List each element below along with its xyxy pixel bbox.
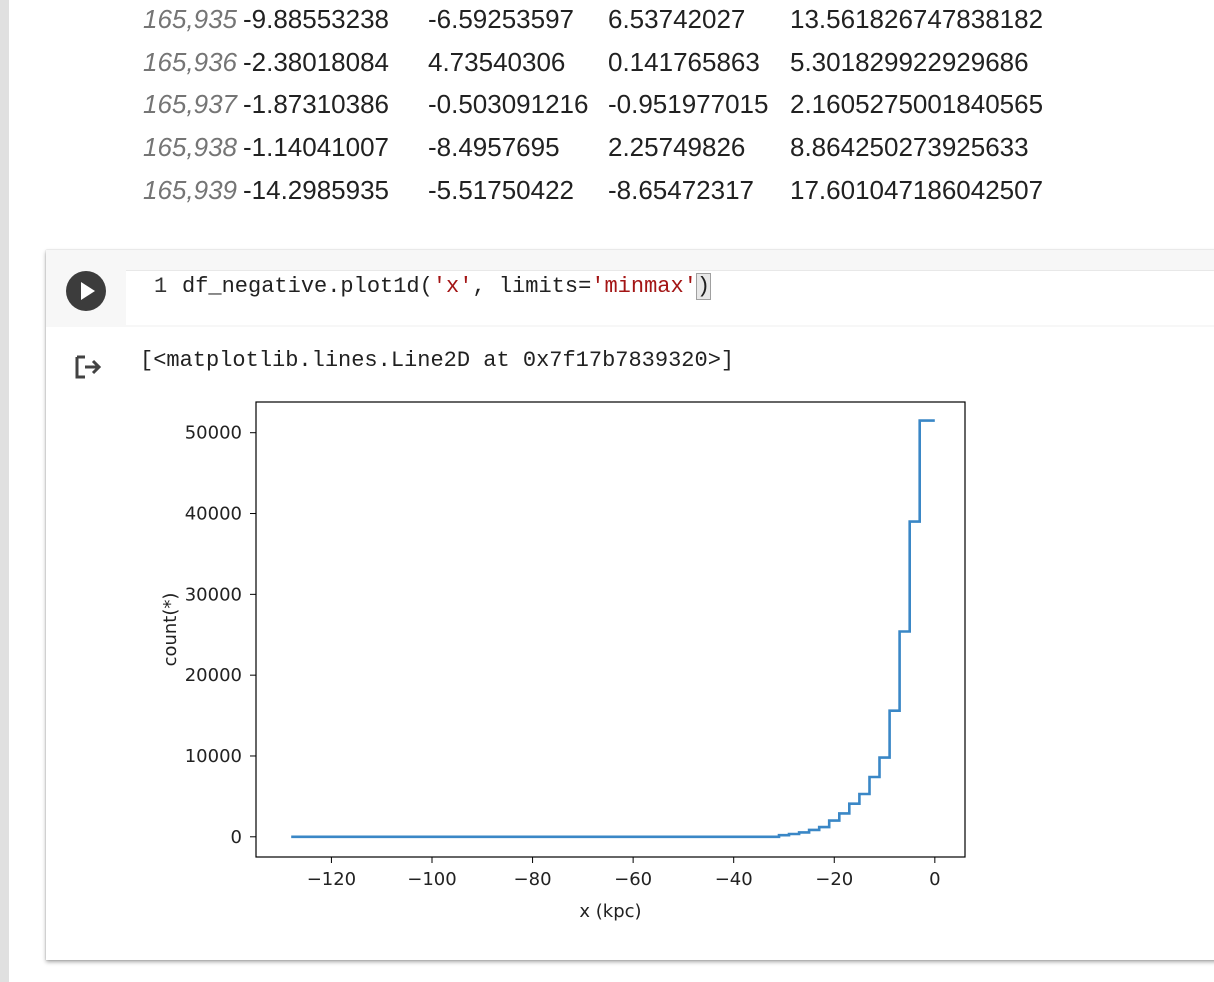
code-text: df_negative.plot1d( bbox=[182, 274, 433, 299]
y-tick-label: 50000 bbox=[185, 423, 242, 444]
output-arrow-icon[interactable] bbox=[74, 354, 104, 380]
row-index: 165,939 bbox=[143, 175, 237, 205]
row-index: 165,938 bbox=[143, 132, 237, 162]
table-cell: 17.601047186042507 bbox=[790, 175, 1044, 205]
table-cell: 2.1605275001840565 bbox=[790, 89, 1044, 119]
x-tick-label: −100 bbox=[407, 869, 456, 890]
output-text: [<matplotlib.lines.Line2D at 0x7f17b7839… bbox=[140, 348, 735, 373]
code-editor[interactable] bbox=[126, 270, 1214, 325]
x-tick-label: −120 bbox=[307, 869, 356, 890]
code-cell[interactable]: 1 df_negative.plot1d('x', limits='minmax… bbox=[46, 250, 1214, 960]
table-cell: 6.53742027 bbox=[608, 4, 746, 34]
x-tick-label: −80 bbox=[514, 869, 552, 890]
row-index: 165,936 bbox=[143, 47, 237, 77]
y-tick-label: 0 bbox=[231, 827, 242, 848]
table-cell: 8.864250273925633 bbox=[790, 132, 1029, 162]
play-icon bbox=[81, 282, 95, 300]
y-axis-label: count(*) bbox=[160, 593, 181, 667]
code-string: 'x' bbox=[432, 274, 473, 299]
y-tick-label: 30000 bbox=[185, 584, 242, 605]
table-cell: -8.65472317 bbox=[608, 175, 755, 205]
x-tick-label: −40 bbox=[715, 869, 753, 890]
table-cell: -9.88553238 bbox=[243, 4, 390, 34]
table-cell: 2.25749826 bbox=[608, 132, 746, 162]
x-tick-label: 0 bbox=[929, 869, 940, 890]
table-cell: -6.59253597 bbox=[428, 4, 575, 34]
histogram-step-line bbox=[291, 419, 935, 839]
x-axis-label: x (kpc) bbox=[579, 901, 641, 922]
y-tick-label: 40000 bbox=[185, 504, 242, 525]
table-cell: -1.14041007 bbox=[243, 132, 390, 162]
table-cell: -0.503091216 bbox=[428, 89, 589, 119]
x-tick-label: −60 bbox=[614, 869, 652, 890]
histogram-plot: −120 −100 −80 −60 −40 −20 0 0 10000 20000 30000 400… bbox=[160, 401, 966, 922]
left-gutter bbox=[0, 0, 9, 982]
table-cell: -0.951977015 bbox=[608, 89, 769, 119]
table-cell: -2.38018084 bbox=[243, 47, 390, 77]
row-index: 165,937 bbox=[143, 89, 237, 119]
plot-frame bbox=[255, 401, 966, 858]
y-tick-label: 20000 bbox=[185, 665, 242, 686]
x-tick-label: −20 bbox=[815, 869, 853, 890]
y-tick-label: 10000 bbox=[185, 746, 242, 767]
code-paren: ) bbox=[695, 273, 712, 300]
table-cell: -14.2985935 bbox=[243, 175, 390, 205]
table-cell: -8.4957695 bbox=[428, 132, 560, 162]
run-cell-button[interactable] bbox=[66, 271, 106, 311]
code-text: , limits= bbox=[472, 274, 592, 299]
row-index: 165,935 bbox=[143, 4, 237, 34]
table-cell: 0.141765863 bbox=[608, 47, 760, 77]
table-cell: 13.561826747838182 bbox=[790, 4, 1044, 34]
table-cell: 5.301829922929686 bbox=[790, 47, 1029, 77]
line-number: 1 bbox=[154, 274, 168, 299]
code-line[interactable]: df_negative.plot1d('x', limits='minmax') bbox=[182, 273, 712, 300]
code-string: 'minmax' bbox=[591, 274, 697, 299]
table-cell: -1.87310386 bbox=[243, 89, 390, 119]
table-cell: 4.73540306 bbox=[428, 47, 566, 77]
table-cell: -5.51750422 bbox=[428, 175, 575, 205]
